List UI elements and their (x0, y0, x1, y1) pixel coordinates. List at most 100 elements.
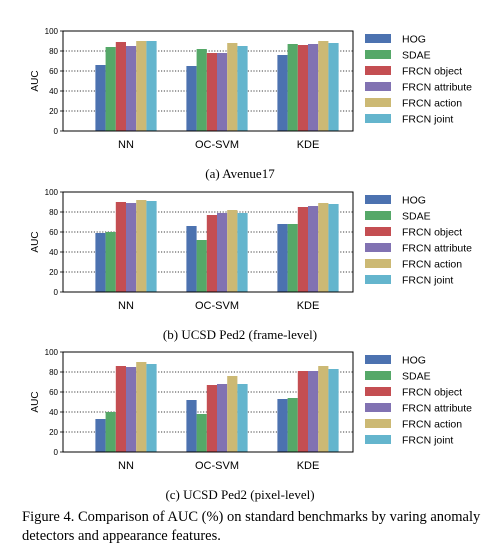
legend-swatch (365, 195, 391, 204)
bar-frcn-action (227, 210, 238, 292)
bar-frcn-action (318, 203, 329, 292)
y-tick-label: 60 (49, 67, 58, 76)
y-tick-label: 60 (49, 388, 58, 397)
y-tick-label: 80 (49, 47, 58, 56)
legend-swatch (365, 34, 391, 43)
bar-frcn-joint (237, 384, 248, 452)
bar-hog (95, 233, 106, 292)
bar-hog (186, 400, 197, 452)
bar-hog (277, 399, 288, 452)
panel-title: (b) UCSD Ped2 (frame-level) (163, 327, 317, 342)
x-category-label: KDE (297, 460, 320, 472)
bar-frcn-joint (328, 43, 339, 131)
y-tick-label: 100 (45, 348, 59, 357)
bar-frcn-attribute (217, 213, 228, 292)
bar-frcn-object (115, 366, 126, 452)
y-tick-label: 80 (49, 208, 58, 217)
x-category-label: OC-SVM (195, 139, 239, 151)
legend: HOG SDAE FRCN object FRCN attribute FRCN act… (365, 34, 472, 126)
y-tick-label: 0 (54, 288, 59, 297)
bar-frcn-action (227, 376, 238, 452)
x-category-label: KDE (297, 300, 320, 312)
bar-frcn-attribute (308, 44, 319, 131)
legend-label: HOG (402, 34, 426, 46)
chart-panel-2: 0 20 40 60 80 100 NN OC-SVM KDE AUC (b) UCSD Ped2 … (30, 188, 472, 342)
panel-title: (c) UCSD Ped2 (pixel-level) (165, 487, 314, 502)
bar-frcn-object (206, 385, 217, 452)
legend-label: FRCN joint (402, 435, 453, 447)
legend-label: FRCN object (402, 227, 462, 239)
bar-frcn-action (227, 43, 238, 131)
bar-frcn-attribute (217, 384, 228, 452)
bar-hog (186, 226, 197, 292)
legend-label: FRCN joint (402, 114, 453, 126)
bar-sdae (287, 224, 298, 292)
bar-frcn-action (136, 362, 147, 452)
bar-frcn-object (206, 215, 217, 292)
bar-sdae (105, 232, 116, 292)
y-tick-label: 100 (45, 27, 59, 36)
bar-sdae (287, 398, 298, 452)
legend-label: SDAE (402, 211, 431, 223)
x-category-label: KDE (297, 139, 320, 151)
legend-swatch (365, 403, 391, 412)
bar-frcn-object (297, 207, 308, 292)
legend-swatch (365, 211, 391, 220)
bar-frcn-attribute (217, 53, 228, 131)
legend-label: FRCN object (402, 387, 462, 399)
legend-swatch (365, 50, 391, 59)
bar-hog (95, 419, 106, 452)
plot-frame (62, 191, 354, 293)
legend-swatch (365, 259, 391, 268)
bar-frcn-joint (237, 46, 248, 131)
y-tick-label: 40 (49, 248, 58, 257)
bar-sdae (105, 412, 116, 452)
legend-label: FRCN action (402, 259, 462, 271)
legend-swatch (365, 387, 391, 396)
bar-frcn-action (136, 200, 147, 292)
legend-label: FRCN attribute (402, 243, 472, 255)
legend: HOG SDAE FRCN object FRCN attribute FRCN act… (365, 195, 472, 287)
bar-sdae (196, 414, 207, 452)
chart-panel-1: 0 20 40 60 80 100 NN OC-SVM KDE AUC (a) Avenue17 HO… (30, 27, 472, 181)
bar-frcn-object (297, 371, 308, 452)
panel-title: (a) Avenue17 (205, 166, 275, 181)
bar-frcn-action (318, 366, 329, 452)
bar-frcn-joint (146, 201, 157, 292)
plot-frame (62, 351, 354, 453)
bar-frcn-joint (237, 213, 248, 292)
legend: HOG SDAE FRCN object FRCN attribute FRCN act… (365, 355, 472, 447)
bar-frcn-joint (328, 369, 339, 452)
bar-hog (277, 224, 288, 292)
y-axis-label: AUC (30, 70, 41, 91)
bar-frcn-attribute (308, 371, 319, 452)
bar-frcn-object (115, 42, 126, 131)
legend-swatch (365, 114, 391, 123)
bar-frcn-action (136, 41, 147, 131)
legend-label: SDAE (402, 371, 431, 383)
legend-swatch (365, 82, 391, 91)
legend-swatch (365, 371, 391, 380)
legend-swatch (365, 355, 391, 364)
bar-sdae (105, 47, 116, 131)
bar-frcn-object (206, 53, 217, 131)
legend-swatch (365, 275, 391, 284)
legend-label: FRCN object (402, 66, 462, 78)
legend-label: HOG (402, 195, 426, 207)
x-category-label: OC-SVM (195, 460, 239, 472)
y-axis-label: AUC (30, 391, 41, 412)
y-tick-label: 40 (49, 87, 58, 96)
x-category-label: NN (118, 300, 134, 312)
legend-swatch (365, 227, 391, 236)
bar-frcn-action (318, 41, 329, 131)
legend-swatch (365, 243, 391, 252)
bar-hog (95, 65, 106, 131)
legend-label: FRCN attribute (402, 82, 472, 94)
legend-swatch (365, 419, 391, 428)
y-tick-label: 60 (49, 228, 58, 237)
y-tick-label: 20 (49, 268, 58, 277)
x-category-label: NN (118, 139, 134, 151)
bar-frcn-joint (146, 364, 157, 452)
legend-label: HOG (402, 355, 426, 367)
